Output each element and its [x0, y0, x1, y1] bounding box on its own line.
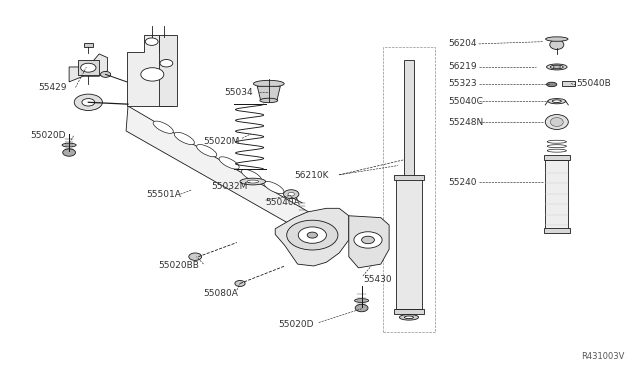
Ellipse shape	[552, 100, 561, 103]
Circle shape	[284, 190, 299, 199]
Polygon shape	[349, 216, 389, 268]
Circle shape	[141, 68, 164, 81]
Text: 55040B: 55040B	[576, 79, 611, 88]
Text: 55323: 55323	[448, 79, 477, 88]
Ellipse shape	[174, 132, 195, 145]
Text: 55501A: 55501A	[146, 190, 180, 199]
Ellipse shape	[399, 315, 419, 320]
Text: 55032M: 55032M	[211, 182, 248, 190]
Text: 55020D: 55020D	[31, 131, 66, 140]
Ellipse shape	[153, 121, 173, 134]
Circle shape	[307, 232, 317, 238]
Bar	[396, 179, 422, 309]
Circle shape	[189, 253, 202, 260]
Text: 56210K: 56210K	[294, 171, 329, 180]
Polygon shape	[257, 86, 280, 100]
Circle shape	[81, 63, 96, 72]
Text: 55020D: 55020D	[278, 320, 314, 329]
Ellipse shape	[264, 181, 284, 194]
Ellipse shape	[260, 98, 278, 103]
Ellipse shape	[241, 169, 262, 182]
Bar	[544, 155, 570, 160]
Circle shape	[235, 280, 245, 286]
Circle shape	[362, 236, 374, 244]
Text: 56204: 56204	[448, 39, 477, 48]
Ellipse shape	[550, 118, 563, 126]
Bar	[159, 35, 177, 106]
Text: R431003V: R431003V	[580, 352, 624, 361]
Ellipse shape	[547, 82, 557, 87]
Circle shape	[82, 99, 95, 106]
Circle shape	[63, 149, 76, 156]
Text: 55040C: 55040C	[448, 97, 483, 106]
Circle shape	[160, 60, 173, 67]
Bar	[404, 60, 414, 179]
Ellipse shape	[247, 180, 259, 183]
Ellipse shape	[550, 40, 564, 49]
Text: 55040A: 55040A	[266, 198, 300, 207]
Bar	[394, 309, 424, 314]
Text: 55034: 55034	[224, 88, 253, 97]
Circle shape	[354, 232, 382, 248]
Text: 55430: 55430	[364, 275, 392, 284]
Ellipse shape	[545, 37, 568, 41]
Text: 55020M: 55020M	[204, 137, 240, 146]
Ellipse shape	[548, 99, 566, 104]
Bar	[78, 60, 99, 75]
Bar	[394, 175, 424, 180]
Polygon shape	[275, 208, 349, 266]
Ellipse shape	[547, 64, 567, 70]
Ellipse shape	[550, 65, 563, 69]
Ellipse shape	[253, 80, 284, 87]
Bar	[383, 46, 435, 332]
Circle shape	[74, 94, 102, 110]
Circle shape	[145, 38, 158, 45]
FancyBboxPatch shape	[562, 81, 575, 86]
Text: 55240: 55240	[448, 178, 477, 187]
Circle shape	[288, 192, 294, 196]
Circle shape	[298, 227, 326, 243]
Ellipse shape	[219, 157, 239, 169]
Circle shape	[100, 71, 111, 77]
FancyBboxPatch shape	[84, 43, 93, 46]
Polygon shape	[69, 54, 108, 82]
Text: 55080A: 55080A	[204, 289, 238, 298]
Polygon shape	[126, 106, 339, 251]
Bar	[544, 228, 570, 232]
Ellipse shape	[62, 143, 76, 147]
Polygon shape	[127, 35, 173, 106]
Ellipse shape	[196, 144, 217, 157]
Bar	[545, 160, 568, 231]
Text: 55248N: 55248N	[448, 118, 483, 126]
Ellipse shape	[240, 178, 266, 185]
Circle shape	[287, 220, 338, 250]
Text: 55020BB: 55020BB	[159, 262, 200, 270]
Ellipse shape	[355, 299, 369, 302]
Text: 56219: 56219	[448, 62, 477, 71]
Ellipse shape	[404, 316, 413, 318]
Ellipse shape	[553, 65, 561, 68]
Circle shape	[355, 304, 368, 312]
Text: 55429: 55429	[38, 83, 67, 92]
Ellipse shape	[545, 115, 568, 129]
